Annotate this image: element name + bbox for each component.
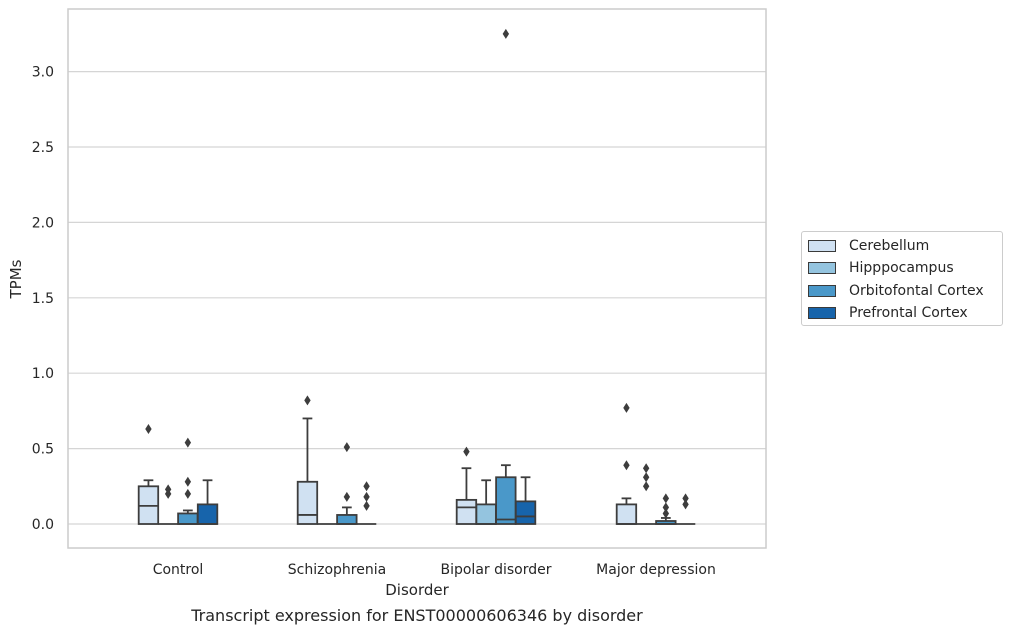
box bbox=[196, 503, 219, 525]
outlier-point bbox=[662, 493, 670, 504]
legend-label: Hipppocampus bbox=[849, 260, 954, 276]
x-tick-labels: Control Schizophrenia Bipolar disorder Majo… bbox=[153, 562, 716, 578]
y-tick-label: 1.5 bbox=[32, 291, 54, 307]
box-group bbox=[455, 446, 478, 525]
box-group bbox=[514, 476, 537, 525]
outlier-point bbox=[184, 437, 192, 448]
box bbox=[475, 503, 497, 525]
outlier-point bbox=[502, 28, 510, 39]
outlier-point bbox=[623, 460, 630, 471]
legend-label: Cerebellum bbox=[849, 238, 930, 254]
box-group bbox=[655, 493, 677, 525]
y-tick-labels: 0.0 0.5 1.0 1.5 2.0 2.5 3.0 bbox=[32, 65, 54, 533]
legend-swatch bbox=[808, 285, 836, 297]
y-tick-label: 0.0 bbox=[32, 517, 54, 533]
outlier-point bbox=[662, 508, 670, 519]
y-tick-label: 3.0 bbox=[32, 65, 54, 81]
outlier-point bbox=[145, 423, 152, 434]
legend-label: Orbitofontal Cortex bbox=[849, 283, 984, 299]
box-group bbox=[615, 402, 638, 525]
outlier-point bbox=[642, 481, 650, 492]
outlier-point bbox=[682, 499, 689, 510]
y-tick-label: 2.5 bbox=[32, 140, 54, 156]
legend: Cerebellum Hipppocampus Orbitofontal Cor… bbox=[801, 231, 1003, 326]
outlier-point bbox=[343, 491, 351, 502]
y-axis-label: TPMs bbox=[7, 259, 25, 299]
outlier-point bbox=[662, 502, 670, 513]
outlier-point bbox=[343, 442, 351, 453]
box-group bbox=[196, 479, 219, 525]
legend-item-orbitofrontal: Orbitofontal Cortex bbox=[808, 282, 984, 300]
outlier-point bbox=[682, 493, 689, 504]
box-group bbox=[158, 484, 178, 525]
x-tick-label: Major depression bbox=[596, 562, 716, 578]
box-group bbox=[636, 463, 656, 525]
legend-swatch bbox=[808, 262, 836, 274]
outlier-point bbox=[164, 484, 172, 495]
legend-item-cerebellum: Cerebellum bbox=[808, 237, 929, 255]
box-group bbox=[177, 437, 199, 525]
outlier-point bbox=[363, 491, 370, 502]
outlier-point bbox=[184, 488, 192, 499]
box-group bbox=[475, 479, 497, 525]
outlier-point bbox=[184, 476, 192, 487]
legend-label: Prefrontal Cortex bbox=[849, 305, 968, 321]
plot-frame bbox=[67, 8, 767, 549]
box bbox=[495, 476, 517, 525]
legend-swatch bbox=[808, 307, 836, 319]
x-tick-label: Control bbox=[153, 562, 204, 578]
outlier-point bbox=[304, 395, 311, 406]
box bbox=[615, 503, 638, 525]
outlier-point bbox=[642, 463, 650, 474]
boxes bbox=[137, 28, 696, 525]
y-tick-label: 2.0 bbox=[32, 215, 54, 231]
box-group bbox=[336, 442, 358, 525]
box bbox=[296, 480, 319, 525]
box-group bbox=[495, 28, 517, 525]
x-tick-label: Schizophrenia bbox=[288, 562, 386, 578]
figure-caption: Transcript expression for ENST0000060634… bbox=[191, 606, 643, 625]
box-group bbox=[296, 395, 319, 525]
outlier-point bbox=[463, 446, 470, 457]
y-tick-label: 1.0 bbox=[32, 366, 54, 382]
outlier-point bbox=[363, 481, 370, 492]
outlier-point bbox=[363, 500, 370, 511]
box-group bbox=[675, 493, 696, 525]
x-tick-label: Bipolar disorder bbox=[440, 562, 551, 578]
box-group bbox=[137, 423, 160, 525]
gridlines bbox=[68, 70, 766, 525]
outlier-point bbox=[642, 472, 650, 483]
y-tick-label: 0.5 bbox=[32, 442, 54, 458]
x-axis-label: Disorder bbox=[385, 581, 449, 599]
box-group bbox=[356, 481, 377, 525]
outlier-point bbox=[623, 402, 630, 413]
legend-swatch bbox=[808, 240, 836, 252]
box bbox=[336, 514, 358, 525]
legend-item-hippocampus: Hipppocampus bbox=[808, 259, 954, 277]
box bbox=[514, 500, 537, 525]
box bbox=[177, 512, 199, 525]
legend-item-prefrontal: Prefrontal Cortex bbox=[808, 304, 968, 322]
box bbox=[455, 498, 478, 525]
